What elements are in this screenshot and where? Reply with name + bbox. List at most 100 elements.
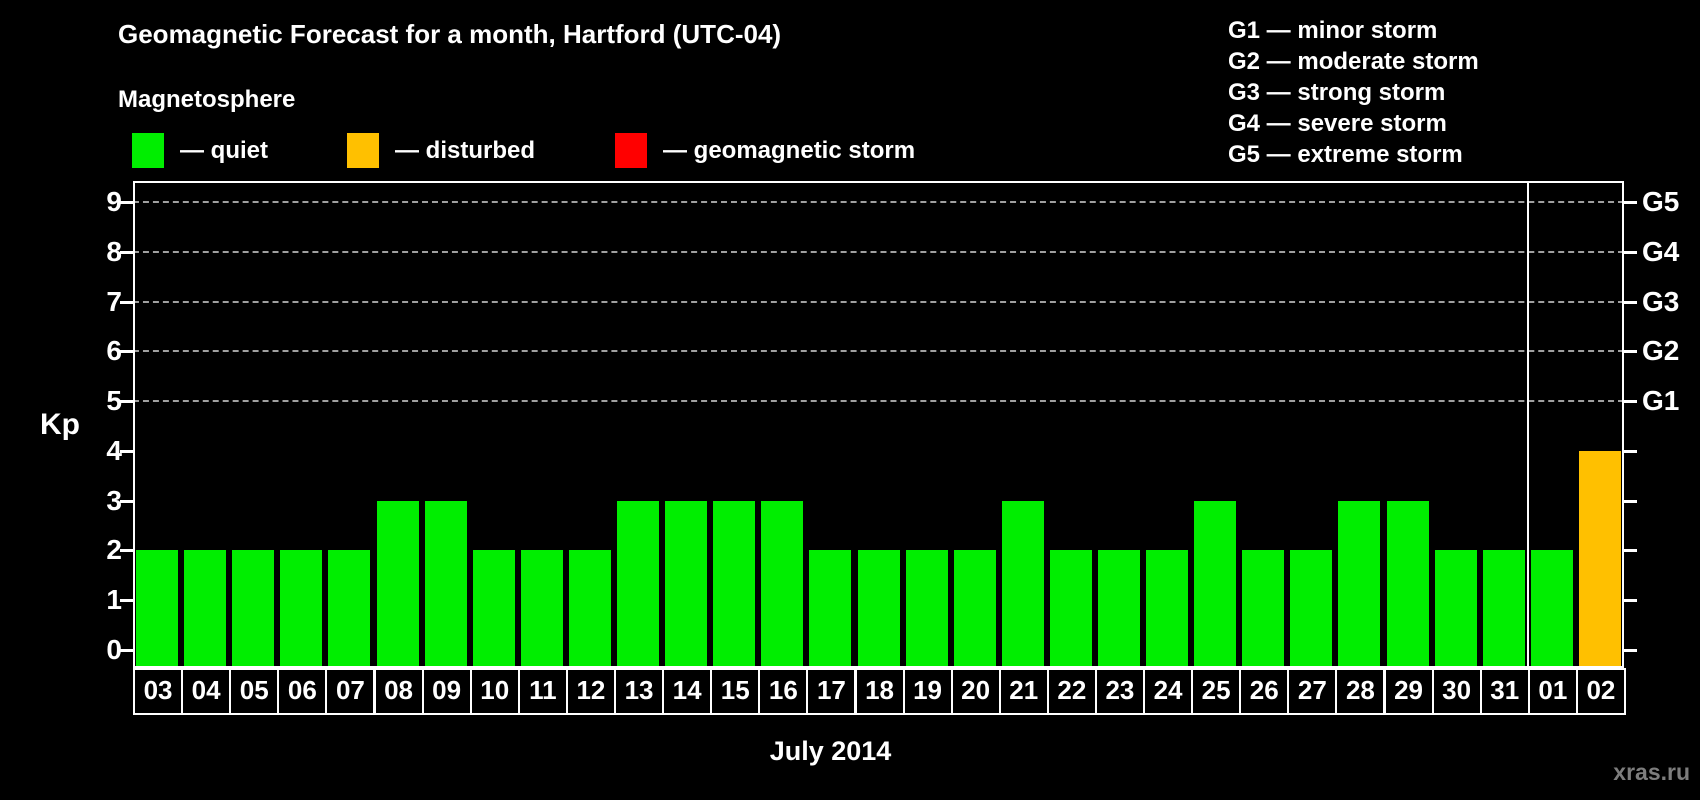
day-cell: 26 [1239, 668, 1290, 715]
legend-item-disturbed: — disturbed [347, 133, 535, 168]
bar-day-14 [665, 500, 708, 668]
y-tick-left [120, 449, 133, 453]
day-cell: 20 [950, 668, 1001, 715]
day-cell: 06 [277, 668, 328, 715]
day-cell: 01 [1527, 668, 1578, 715]
y-tick-right [1624, 250, 1637, 254]
bar-day-08 [376, 500, 419, 668]
y-tick-label: 8 [106, 235, 122, 267]
y-tick-label: 4 [106, 434, 122, 466]
bar-day-12 [568, 550, 611, 668]
bar-day-27 [1290, 550, 1333, 668]
day-cell: 24 [1143, 668, 1194, 715]
day-cell: 31 [1479, 668, 1530, 715]
day-cell: 21 [998, 668, 1049, 715]
y-tick-label: 1 [106, 584, 122, 616]
day-cell: 29 [1383, 668, 1434, 715]
y-tick-label: 3 [106, 484, 122, 516]
bar-day-05 [232, 550, 275, 668]
bar-day-19 [905, 550, 948, 668]
y-tick-label: 2 [106, 534, 122, 566]
y-tick-left [120, 200, 133, 204]
bar-day-04 [184, 550, 227, 668]
y-tick-label: 6 [106, 335, 122, 367]
bar-day-21 [1001, 500, 1044, 668]
day-cell: 04 [181, 668, 232, 715]
day-cell: 03 [133, 668, 184, 715]
day-cell: 28 [1335, 668, 1386, 715]
bar-day-25 [1194, 500, 1237, 668]
bar-day-09 [424, 500, 467, 668]
g-level-label-g2: G2 [1642, 335, 1680, 367]
day-cell: 23 [1094, 668, 1145, 715]
y-tick-left [120, 599, 133, 603]
day-cell: 15 [710, 668, 761, 715]
y-tick-left [120, 300, 133, 304]
bar-day-03 [136, 550, 179, 668]
disturbed-color-swatch [347, 133, 379, 168]
bar-day-07 [328, 550, 371, 668]
bar-day-29 [1386, 500, 1429, 668]
day-cell: 16 [758, 668, 809, 715]
bar-day-01 [1530, 550, 1573, 668]
day-cell: 11 [517, 668, 568, 715]
bar-day-24 [1146, 550, 1189, 668]
day-cell: 10 [469, 668, 520, 715]
y-tick-left [120, 649, 133, 652]
y-tick-left [120, 400, 133, 404]
bar-day-22 [1049, 550, 1092, 668]
legend-item-storm: — geomagnetic storm [615, 133, 915, 168]
legend-item-label: — disturbed [395, 136, 536, 164]
y-tick-left [120, 350, 133, 354]
y-tick-right [1624, 499, 1637, 503]
y-tick-label: 0 [106, 634, 122, 665]
day-cell: 12 [565, 668, 616, 715]
plot-frame [133, 181, 1624, 668]
y-tick-label: 7 [106, 285, 122, 317]
legend-item-quiet: — quiet [132, 133, 268, 168]
day-cell: 17 [806, 668, 857, 715]
day-cell: 02 [1575, 668, 1626, 715]
bar-day-10 [472, 550, 515, 668]
day-cell: 30 [1431, 668, 1482, 715]
bar-day-30 [1434, 550, 1477, 668]
gridline-kp7 [133, 300, 1624, 303]
day-cell: 14 [662, 668, 713, 715]
bar-day-28 [1338, 500, 1381, 668]
quiet-color-swatch [132, 133, 164, 168]
y-tick-label: 9 [106, 185, 122, 217]
day-cell: 25 [1191, 668, 1242, 715]
gridline-kp5 [133, 400, 1624, 403]
y-tick-right [1624, 449, 1637, 453]
bar-day-23 [1097, 550, 1140, 668]
y-tick-right [1624, 549, 1637, 553]
day-cell: 07 [325, 668, 376, 715]
bar-day-06 [280, 550, 323, 668]
storm-scale-legend: G1 — minor storm G2 — moderate storm G3 … [1228, 15, 1479, 170]
y-axis-label: Kp [40, 408, 80, 441]
day-cell: 22 [1046, 668, 1097, 715]
storm-scale-line-g4: G4 — severe storm [1228, 110, 1447, 137]
day-cell: 27 [1287, 668, 1338, 715]
y-tick-right [1624, 200, 1637, 204]
day-cell: 18 [854, 668, 905, 715]
watermark: xras.ru [1613, 759, 1690, 785]
storm-color-swatch [615, 133, 647, 168]
day-cell: 13 [614, 668, 665, 715]
bar-day-11 [520, 550, 563, 668]
gridline-kp9 [133, 200, 1624, 203]
storm-scale-line-g3: G3 — strong storm [1228, 79, 1446, 106]
legend-heading: Magnetosphere [118, 86, 296, 113]
day-cell: 09 [421, 668, 472, 715]
g-level-label-g5: G5 [1642, 185, 1680, 217]
gridline-kp8 [133, 250, 1624, 253]
g-level-label-g4: G4 [1642, 235, 1680, 267]
y-tick-left [120, 549, 133, 553]
y-tick-left [120, 250, 133, 254]
y-tick-right [1624, 599, 1637, 603]
bar-day-26 [1242, 550, 1285, 668]
month-separator [1526, 181, 1529, 668]
bar-day-31 [1482, 550, 1525, 668]
bar-day-18 [857, 550, 900, 668]
